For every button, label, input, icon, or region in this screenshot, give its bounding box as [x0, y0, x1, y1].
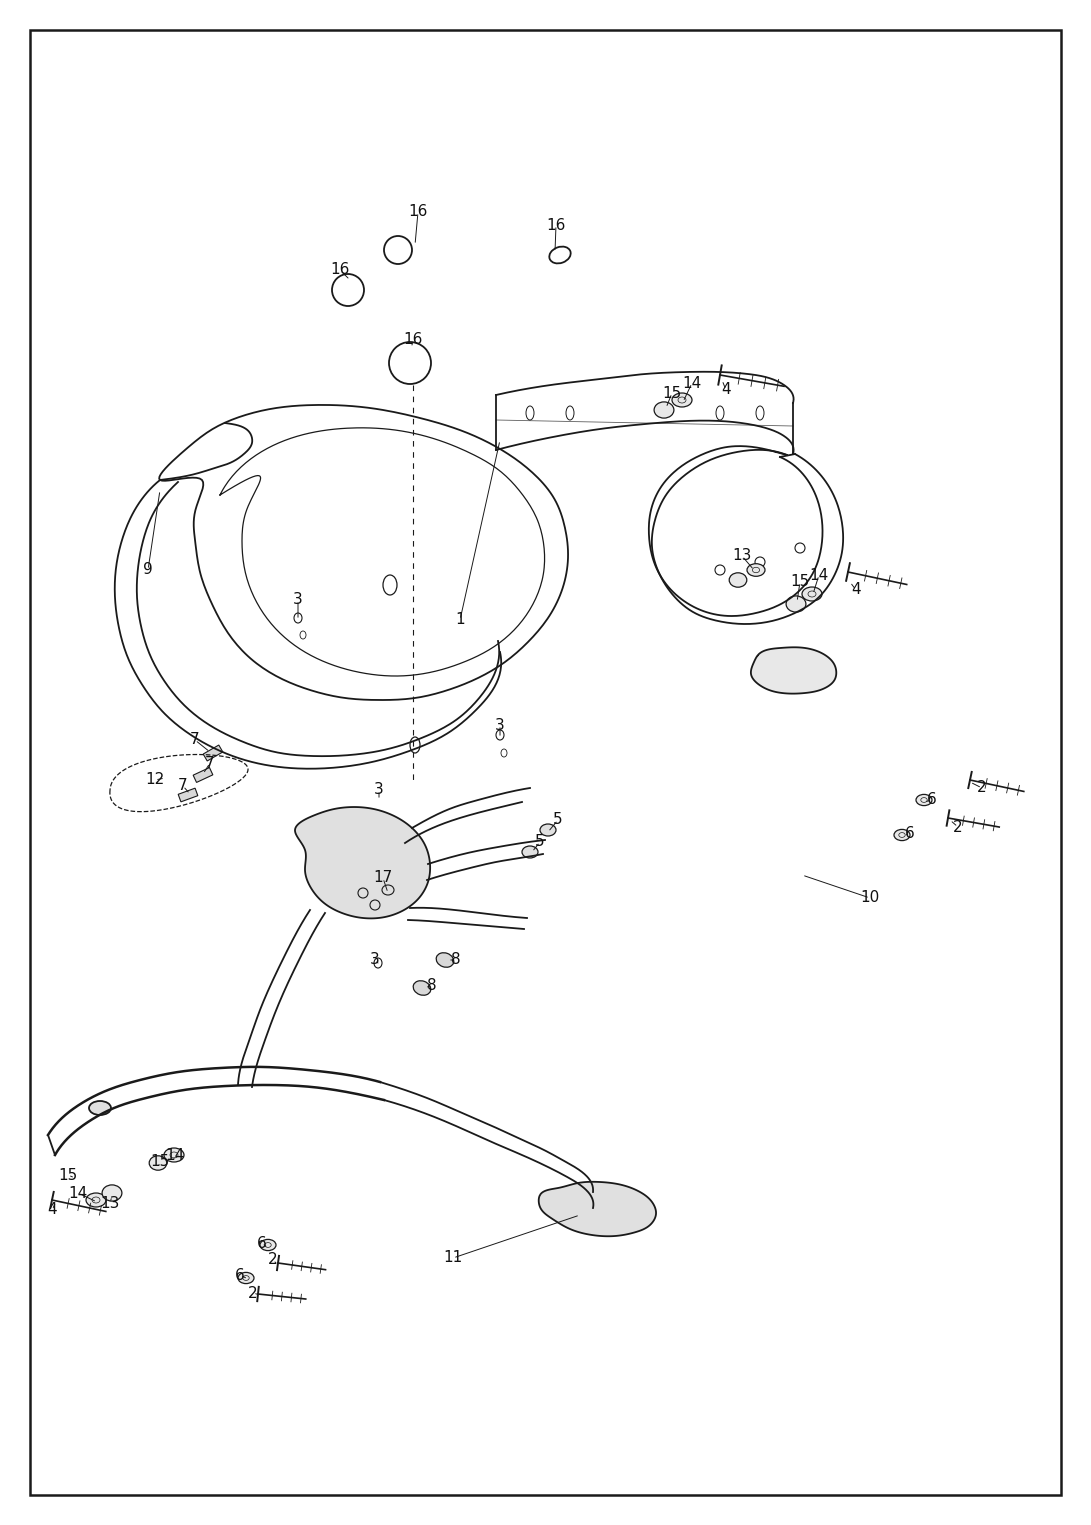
Polygon shape	[178, 788, 197, 802]
Ellipse shape	[164, 1148, 184, 1162]
Text: 3: 3	[374, 782, 384, 798]
Polygon shape	[203, 746, 223, 761]
Text: 4: 4	[721, 383, 731, 398]
Text: 6: 6	[257, 1235, 267, 1250]
Text: 15: 15	[790, 575, 810, 590]
Text: 16: 16	[404, 332, 422, 348]
Text: 16: 16	[547, 218, 566, 232]
Text: 16: 16	[408, 204, 428, 220]
Ellipse shape	[260, 1240, 276, 1250]
Text: 8: 8	[428, 978, 436, 993]
Text: 2: 2	[248, 1286, 257, 1301]
Polygon shape	[539, 1182, 656, 1237]
Text: 7: 7	[205, 755, 215, 770]
Text: 3: 3	[495, 717, 505, 732]
Text: 9: 9	[143, 563, 153, 578]
Text: 1: 1	[455, 613, 465, 627]
Ellipse shape	[729, 573, 747, 587]
Text: 5: 5	[553, 813, 563, 828]
Ellipse shape	[672, 393, 692, 407]
Ellipse shape	[238, 1272, 254, 1284]
Text: 6: 6	[236, 1267, 244, 1283]
Ellipse shape	[787, 596, 806, 612]
Text: 2: 2	[268, 1252, 278, 1267]
Ellipse shape	[747, 564, 765, 576]
Text: 14: 14	[810, 567, 829, 583]
Text: 14: 14	[166, 1147, 184, 1162]
Text: 15: 15	[151, 1154, 169, 1170]
Text: 5: 5	[536, 834, 544, 849]
Text: 15: 15	[59, 1168, 77, 1182]
Polygon shape	[751, 647, 837, 694]
Ellipse shape	[300, 631, 305, 639]
Ellipse shape	[86, 1193, 106, 1206]
Text: 14: 14	[682, 375, 702, 390]
Text: 2: 2	[954, 819, 963, 834]
Ellipse shape	[293, 613, 302, 624]
Text: 6: 6	[927, 793, 937, 808]
Ellipse shape	[103, 1185, 122, 1202]
Text: 4: 4	[851, 583, 861, 598]
Polygon shape	[193, 767, 213, 782]
Text: 6: 6	[906, 825, 915, 840]
Text: 3: 3	[370, 953, 380, 967]
Text: 13: 13	[732, 549, 752, 564]
Text: 17: 17	[373, 871, 393, 886]
Ellipse shape	[149, 1156, 167, 1170]
Ellipse shape	[540, 824, 556, 836]
Text: 10: 10	[861, 891, 879, 906]
Ellipse shape	[655, 403, 674, 418]
Ellipse shape	[374, 958, 382, 968]
Polygon shape	[295, 807, 430, 918]
Text: 16: 16	[331, 262, 350, 278]
Ellipse shape	[894, 830, 910, 840]
Text: 15: 15	[662, 386, 682, 401]
Text: 8: 8	[452, 953, 460, 967]
Text: 7: 7	[178, 778, 188, 793]
Text: 12: 12	[145, 773, 165, 787]
Text: 4: 4	[47, 1203, 57, 1217]
Text: 11: 11	[443, 1250, 463, 1266]
Ellipse shape	[413, 981, 431, 996]
Text: 3: 3	[293, 593, 303, 607]
Text: 7: 7	[190, 732, 200, 747]
Ellipse shape	[89, 1101, 111, 1115]
Text: 2: 2	[978, 781, 987, 796]
Ellipse shape	[521, 846, 538, 859]
Text: 13: 13	[100, 1196, 120, 1211]
Ellipse shape	[436, 953, 454, 967]
Ellipse shape	[496, 730, 504, 740]
Text: 14: 14	[69, 1185, 87, 1200]
Ellipse shape	[802, 587, 822, 601]
Ellipse shape	[501, 749, 507, 756]
Ellipse shape	[916, 795, 932, 805]
